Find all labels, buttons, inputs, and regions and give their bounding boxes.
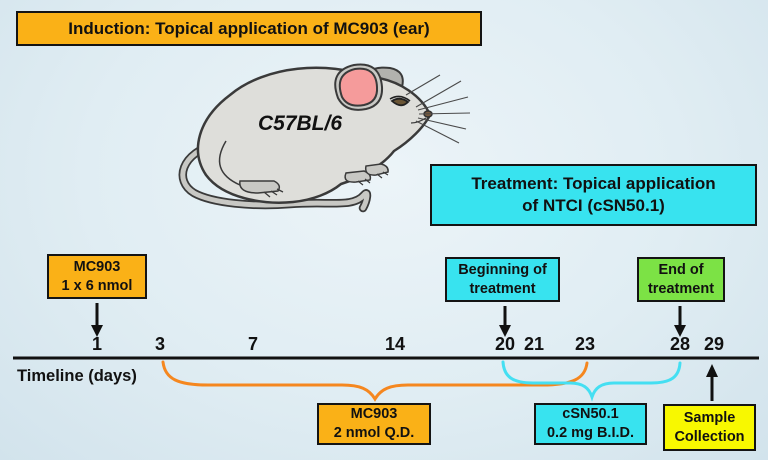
mc903-induction-line1: MC903	[73, 258, 121, 275]
sample-collection-box: Sample Collection	[663, 404, 756, 451]
treatment-banner-line1: Treatment: Topical application	[471, 174, 716, 194]
arrow-down-day1-icon	[91, 303, 103, 337]
arrow-up-day29-icon	[706, 364, 718, 401]
induction-banner-label: Induction: Topical application of MC903 …	[68, 18, 430, 38]
csn50-box: cSN50.1 0.2 mg B.I.D.	[534, 403, 647, 445]
treatment-banner-line2: of NTCI (cSN50.1)	[522, 196, 665, 215]
day-label-7: 7	[247, 334, 259, 354]
mc903-maintenance-line1: MC903	[350, 406, 398, 423]
beginning-of-treatment-box: Beginning of treatment	[445, 257, 560, 302]
mouse-ear-pink	[334, 63, 384, 111]
mouse-rear-foot	[239, 180, 284, 198]
mc903-induction-box: MC903 1 x 6 nmol	[47, 254, 147, 299]
mouse-haunch-line	[218, 140, 241, 186]
arrow-down-day20-icon	[499, 306, 511, 337]
induction-banner: Induction: Topical application of MC903 …	[16, 11, 482, 46]
csn50-line2: 0.2 mg B.I.D.	[546, 425, 635, 441]
day-label-20: 20	[494, 334, 516, 354]
day-label-28: 28	[669, 334, 691, 354]
mc903-induction-line2: 1 x 6 nmol	[61, 277, 133, 294]
end-line1: End of	[658, 261, 704, 278]
mc903-maintenance-line2: 2 nmol Q.D.	[333, 425, 415, 441]
end-line2: treatment	[647, 280, 715, 297]
sample-line1: Sample	[683, 409, 736, 426]
mouse-illustration	[178, 63, 471, 213]
mc903-maintenance-box: MC903 2 nmol Q.D.	[317, 403, 431, 445]
day-label-3: 3	[154, 334, 166, 354]
timeline-axis-label: Timeline (days)	[17, 367, 137, 385]
beginning-line1: Beginning of	[458, 261, 547, 278]
sample-line2: Collection	[674, 428, 745, 445]
end-of-treatment-box: End of treatment	[637, 257, 725, 302]
mouse-whiskers	[405, 74, 471, 144]
mouse-eye	[389, 95, 411, 107]
beginning-line2: treatment	[469, 280, 536, 297]
arrow-down-day28-icon	[674, 306, 686, 337]
treatment-banner: Treatment: Topical application of NTCI (…	[430, 164, 757, 226]
day-label-23: 23	[574, 334, 596, 354]
csn50-period-brace	[501, 360, 682, 402]
day-label-29: 29	[703, 334, 725, 354]
day-label-14: 14	[384, 334, 406, 354]
day-label-1: 1	[91, 334, 103, 354]
mouse-strain-label: C57BL/6	[257, 112, 343, 135]
day-label-21: 21	[523, 334, 545, 354]
mouse-tail	[178, 138, 372, 213]
mouse-front-paws	[344, 163, 389, 186]
mc903-period-brace	[161, 360, 589, 402]
csn50-line1: cSN50.1	[562, 406, 619, 423]
